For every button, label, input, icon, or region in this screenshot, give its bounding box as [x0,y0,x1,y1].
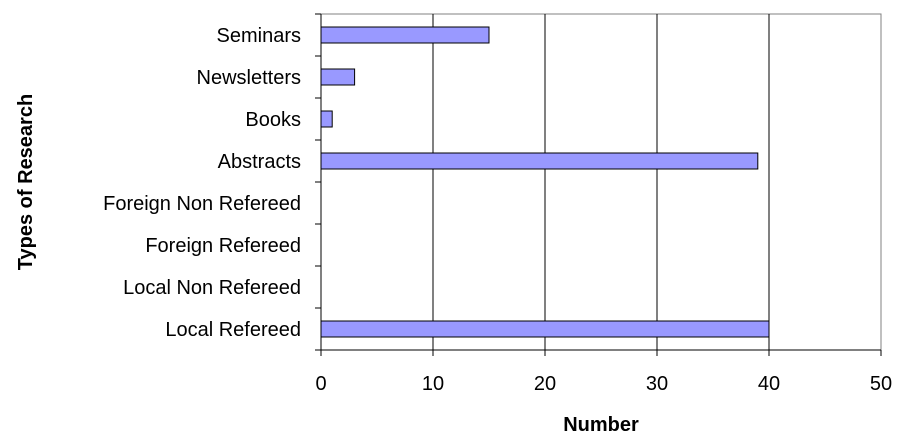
y-tick-label-foreign-refereed: Foreign Refereed [145,235,301,257]
gridlines [432,14,770,350]
bar-newsletters [320,68,356,86]
y-tick-labels: Seminars Newsletters Books Abstracts Foreign… [103,25,301,341]
bar-local-refereed [320,320,770,338]
y-tick-label-abstracts: Abstracts [218,151,301,173]
x-tick-label-0: 0 [315,373,326,395]
x-tick-label-30: 30 [646,373,668,395]
y-tick-label-seminars: Seminars [217,25,301,47]
y-tick-label-newsletters: Newsletters [197,67,301,89]
x-tick-label-20: 20 [534,373,556,395]
y-tick-label-foreign-non-refereed: Foreign Non Refereed [103,193,301,215]
y-tick-label-local-refereed: Local Refereed [165,319,301,341]
x-tick-label-40: 40 [758,373,780,395]
bar-seminars [320,26,490,44]
bar-abstracts [320,152,759,170]
x-ticks [320,350,882,356]
x-tick-label-10: 10 [422,373,444,395]
y-axis-title: Types of Research [15,94,37,270]
x-tick-label-50: 50 [870,373,892,395]
y-tick-label-books: Books [245,109,301,131]
plot-area [320,13,882,351]
x-axis-title: Number [563,414,639,436]
bars [320,26,770,338]
x-tick-labels: 0 10 20 30 40 50 [315,373,892,395]
y-tick-label-local-non-refereed: Local Non Refereed [123,277,301,299]
bar-books [320,110,333,128]
y-ticks [315,13,321,351]
